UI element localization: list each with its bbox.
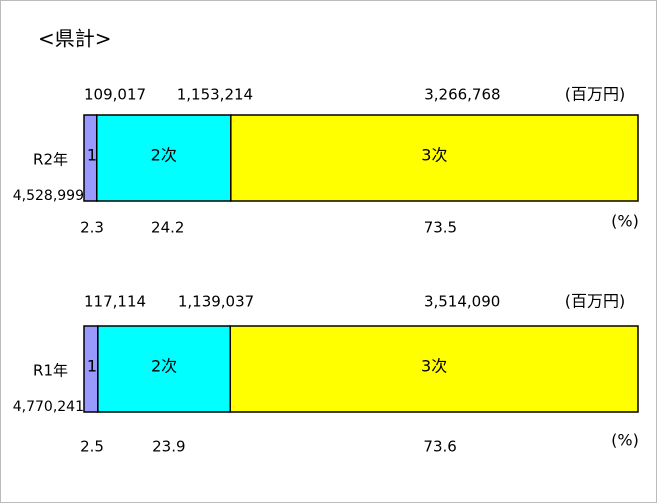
category-label: R2年 — [33, 151, 68, 169]
amount-label: 1,153,214 — [177, 86, 253, 104]
amount-label: 3,514,090 — [424, 293, 500, 311]
segment-label: 2次 — [151, 357, 177, 376]
percent-label: 2.3 — [80, 219, 104, 237]
bar-segment — [97, 325, 232, 413]
percent-label: 73.6 — [423, 438, 456, 456]
amount-label: 117,114 — [84, 293, 146, 311]
segment-label: 2次 — [151, 146, 177, 165]
percent-label: 23.9 — [152, 438, 185, 456]
bar-segment — [95, 114, 232, 202]
percent-label: 73.5 — [424, 219, 457, 237]
percent-label: 24.2 — [151, 219, 184, 237]
percent-unit: (%) — [611, 431, 639, 450]
bar-segment — [229, 325, 639, 413]
category-label: R1年 — [33, 362, 68, 380]
percent-label: 2.5 — [80, 438, 104, 456]
segment-label: 3次 — [421, 146, 447, 165]
amount-unit: (百万円) — [565, 292, 626, 311]
amount-label: 1,139,037 — [178, 293, 254, 311]
total-label: 4,770,241 — [13, 399, 84, 415]
segment-label: 3次 — [421, 357, 447, 376]
amount-label: 109,017 — [84, 86, 146, 104]
amount-label: 3,266,768 — [424, 86, 500, 104]
bar-segment — [230, 114, 639, 202]
total-label: 4,528,999 — [13, 188, 84, 204]
percent-unit: (%) — [611, 212, 639, 231]
chart-title: <県計> — [38, 27, 112, 51]
amount-unit: (百万円) — [565, 85, 626, 104]
